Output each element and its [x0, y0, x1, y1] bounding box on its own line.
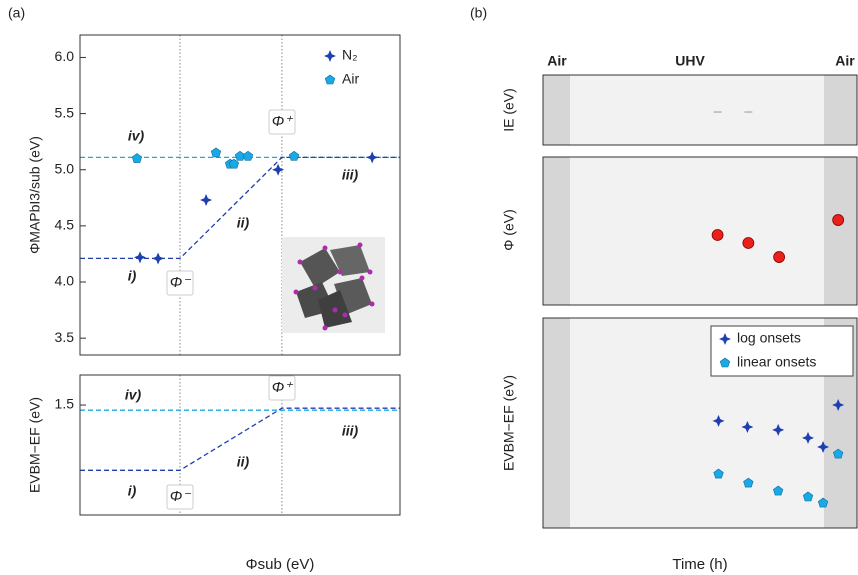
- annotation: iii): [342, 423, 359, 439]
- legend-label: linear onsets: [737, 354, 816, 370]
- y-axis-label: Φ (eV): [501, 209, 517, 251]
- y-axis-label: EVBM−EF (eV): [27, 397, 43, 493]
- y-tick-label: 1.5: [55, 396, 75, 412]
- annotation: ii): [237, 454, 250, 470]
- inset-structure: [282, 237, 385, 333]
- y-tick-label: 4.5: [55, 217, 75, 233]
- chart: IE (eV) Air UHV Air: [501, 53, 857, 145]
- marker-circle: [712, 229, 723, 240]
- x-axis-label: Φsub (eV): [246, 556, 315, 573]
- shaded-region: [543, 75, 570, 145]
- annotation: iv): [125, 387, 142, 403]
- shaded-region: [543, 157, 570, 305]
- annotation: iv): [128, 128, 145, 144]
- plot-area: [543, 157, 857, 305]
- annotation: UHV: [675, 53, 705, 69]
- annotation: i): [128, 268, 137, 284]
- annotation: i): [128, 483, 137, 499]
- legend-label: log onsets: [737, 330, 801, 346]
- annotation: ii): [237, 215, 250, 231]
- annotation: Φ⁻: [170, 274, 192, 291]
- panel-label: (a): [8, 5, 25, 21]
- annotation: iii): [342, 167, 359, 183]
- annotation: Φ⁺: [272, 379, 294, 396]
- annotation: Air: [835, 53, 855, 69]
- annotation: Φ⁺: [272, 113, 294, 130]
- y-tick-label: 5.5: [55, 104, 75, 120]
- legend-label: N₂: [342, 47, 358, 63]
- shaded-region: [824, 157, 857, 305]
- plot-area: [543, 75, 857, 145]
- marker-circle: [774, 252, 785, 263]
- annotation: Φ⁻: [170, 488, 192, 505]
- chart: Φ (eV): [501, 157, 857, 305]
- chart: 1.5 EVBM−EF (eV) Φsub (eV) iv) iii) ii) i) Φ⁻ Φ⁺: [27, 375, 400, 573]
- x-axis-label: Time (h): [672, 556, 727, 573]
- annotation: Air: [547, 53, 567, 69]
- y-tick-label: 6.0: [55, 48, 75, 64]
- shaded-region: [824, 75, 857, 145]
- y-tick-label: 4.0: [55, 273, 75, 289]
- y-axis-label: IE (eV): [501, 88, 517, 132]
- marker-circle: [743, 237, 754, 248]
- legend-label: Air: [342, 71, 359, 87]
- chart: log onsets linear onsets EVBM−EF (eV) Time …: [501, 318, 857, 573]
- y-tick-label: 3.5: [55, 329, 75, 345]
- y-axis-label: EVBM−EF (eV): [501, 375, 517, 471]
- marker-circle: [833, 215, 844, 226]
- panel-label: (b): [470, 5, 487, 21]
- y-axis-label: ΦMAPbI3/sub (eV): [27, 136, 43, 254]
- shaded-region: [543, 318, 570, 528]
- y-tick-label: 5.0: [55, 160, 75, 176]
- figure: (a) (b) 3.5 4.0 4.5 5.0 5.5 6.0 N₂ Air ΦMAPbI3/s…: [0, 0, 858, 575]
